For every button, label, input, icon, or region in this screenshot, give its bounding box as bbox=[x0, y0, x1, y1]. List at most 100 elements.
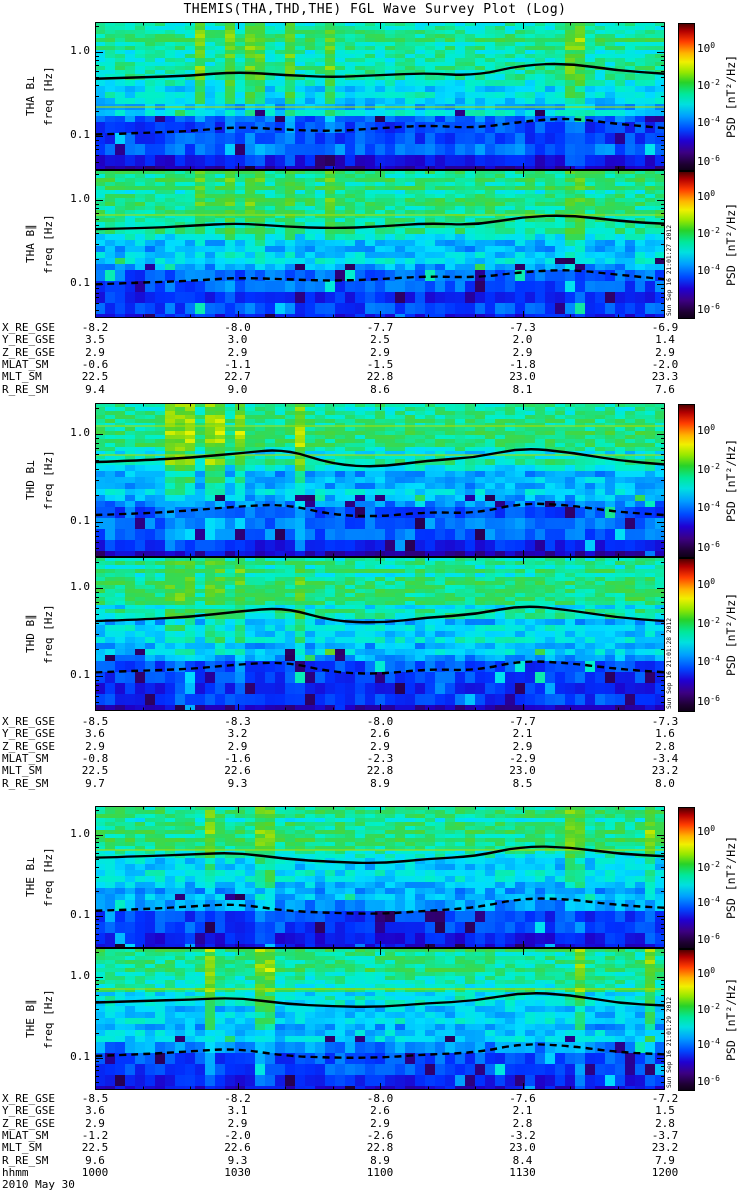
colorbar-tick-label: 10-4 bbox=[697, 263, 720, 278]
colorbar-tick-label: 10-4 bbox=[697, 895, 720, 910]
ephemeris-row-label: MLT_SM bbox=[2, 764, 42, 778]
ephemeris-value: 8.6 bbox=[370, 382, 390, 396]
ephemeris-value: 2.9 bbox=[85, 1116, 105, 1130]
ephemeris-value: 23.0 bbox=[509, 1141, 536, 1155]
time-tick-label: 1030 bbox=[224, 1165, 251, 1179]
colorbar bbox=[678, 807, 695, 949]
creation-timestamp: Sun Sep 16 21:01:28 2012 bbox=[666, 618, 673, 709]
ephemeris-value: 9.6 bbox=[85, 1153, 105, 1167]
ephemeris-value: 22.8 bbox=[366, 370, 394, 384]
ephemeris-value: 2.9 bbox=[227, 1116, 248, 1130]
ephemeris-value: -8.5 bbox=[81, 1092, 109, 1105]
ephemeris-row-label: R_RE_SM bbox=[2, 776, 49, 790]
ephemeris-value: -7.3 bbox=[651, 715, 679, 728]
ephemeris-value: 9.0 bbox=[227, 382, 248, 396]
ephemeris-value: 2.8 bbox=[655, 739, 675, 753]
ephemeris-value: 2.6 bbox=[370, 1104, 390, 1118]
ephemeris-value: 8.1 bbox=[512, 382, 533, 396]
ephemeris-value: 23.0 bbox=[509, 764, 536, 778]
colorbar-tick-label: 10-2 bbox=[697, 615, 720, 630]
freq-tick-label: 0.1 bbox=[70, 128, 90, 142]
ephemeris-value: -8.2 bbox=[224, 1092, 251, 1105]
ephemeris-value: -0.6 bbox=[81, 357, 109, 371]
panel-ylabel: THA B∥ bbox=[24, 224, 37, 264]
panel-ylabel: THE B∥ bbox=[24, 999, 37, 1039]
colorbar-tick-label: 10-4 bbox=[697, 1037, 720, 1052]
ephemeris-row-label: Y_RE_GSE bbox=[2, 1104, 55, 1118]
freq-tick-label: 1.0 bbox=[70, 579, 90, 593]
ephemeris-value: 8.4 bbox=[512, 1153, 533, 1167]
date-label: 2010 May 30 bbox=[2, 1178, 75, 1191]
ephemeris-value: 2.9 bbox=[85, 345, 105, 359]
colorbar-tick-label: 10-2 bbox=[697, 461, 720, 476]
freq-tick-label: 1.0 bbox=[70, 43, 90, 57]
colorbar-tick-label: 10-2 bbox=[697, 859, 720, 874]
colorbar-tick-label: 100 bbox=[697, 577, 716, 592]
ephemeris-value: 3.5 bbox=[85, 333, 105, 347]
ephemeris-value: 2.9 bbox=[85, 739, 105, 753]
ephemeris-row-label: R_RE_SM bbox=[2, 382, 49, 396]
colorbar-tick-label: 100 bbox=[697, 966, 716, 981]
freq-tick-label: 1.0 bbox=[70, 826, 90, 840]
colorbar bbox=[678, 171, 695, 319]
ephemeris-value: 2.9 bbox=[227, 739, 248, 753]
colorbar-tick-label: 100 bbox=[697, 824, 716, 839]
ephemeris-value: 2.9 bbox=[370, 739, 390, 753]
ephemeris-value: 2.9 bbox=[512, 345, 533, 359]
ephemeris-value: -3.7 bbox=[651, 1128, 679, 1142]
ephemeris-value: -8.5 bbox=[81, 715, 109, 728]
freq-tick-label: 0.1 bbox=[70, 668, 90, 682]
colorbar bbox=[678, 404, 695, 558]
ephemeris-value: 1.6 bbox=[655, 727, 675, 741]
colorbar bbox=[678, 949, 695, 1091]
colorbar-tick-label: 10-6 bbox=[697, 540, 720, 555]
time-tick-label: 1130 bbox=[509, 1165, 536, 1179]
spectrogram-panel-thd-bpar bbox=[95, 557, 665, 711]
ephemeris-value: 9.7 bbox=[85, 776, 105, 790]
colorbar-tick-label: 100 bbox=[697, 423, 716, 438]
ephemeris-value: -3.2 bbox=[509, 1128, 536, 1142]
ephemeris-value: 2.8 bbox=[512, 1116, 533, 1130]
ephemeris-value: 2.9 bbox=[370, 345, 390, 359]
ephemeris-value: -2.3 bbox=[366, 751, 394, 765]
spectrogram-panel-tha-bperp bbox=[95, 22, 665, 170]
ephemeris-value: -7.3 bbox=[509, 321, 536, 334]
ephemeris-value: 2.6 bbox=[370, 727, 390, 741]
creation-timestamp: Sun Sep 16 21:01:27 2012 bbox=[666, 225, 673, 316]
ephemeris-value: 2.8 bbox=[655, 1116, 675, 1130]
ephemeris-value: -6.9 bbox=[651, 321, 679, 334]
colorbar-tick-label: 10-4 bbox=[697, 500, 720, 515]
ephemeris-row-label: X_RE_GSE bbox=[2, 715, 55, 728]
ephemeris-value: 8.9 bbox=[370, 776, 390, 790]
ephemeris-row-label: MLAT_SM bbox=[2, 357, 49, 371]
ephemeris-row-label: MLT_SM bbox=[2, 370, 42, 384]
ephemeris-row-label: Z_RE_GSE bbox=[2, 1116, 55, 1130]
ephemeris-value: 22.8 bbox=[366, 1141, 394, 1155]
spectrogram-panel-thd-bperp bbox=[95, 403, 665, 557]
ephemeris-value: 2.9 bbox=[227, 345, 248, 359]
freq-tick-label: 1.0 bbox=[70, 425, 90, 439]
ephemeris-value: 2.9 bbox=[655, 345, 675, 359]
ephemeris-value: 22.7 bbox=[224, 370, 251, 384]
colorbar-axis-label: PSD [nT²/Hz] bbox=[724, 592, 738, 676]
ephemeris-value: -8.3 bbox=[224, 715, 251, 728]
colorbar-tick-label: 100 bbox=[697, 41, 716, 56]
colorbar-axis-label: PSD [nT²/Hz] bbox=[724, 202, 738, 286]
colorbar-axis-label: PSD [nT²/Hz] bbox=[724, 835, 738, 919]
panel-ylabel: THA B⊥ bbox=[24, 76, 37, 116]
colorbar-tick-label: 10-6 bbox=[697, 694, 720, 709]
ephemeris-value: -7.7 bbox=[509, 715, 536, 728]
ephemeris-row-label: MLAT_SM bbox=[2, 1128, 49, 1142]
panel-ylabel: THD B∥ bbox=[24, 614, 37, 654]
freq-tick-label: 0.1 bbox=[70, 907, 90, 921]
ephemeris-value: 9.3 bbox=[227, 776, 248, 790]
ephemeris-value: 1.4 bbox=[655, 333, 675, 347]
ephemeris-row-label: X_RE_GSE bbox=[2, 321, 55, 334]
ephemeris-value: 2.5 bbox=[370, 333, 390, 347]
ephemeris-value: -3.4 bbox=[651, 751, 679, 765]
colorbar-tick-label: 10-4 bbox=[697, 654, 720, 669]
colorbar-axis-label: PSD [nT²/Hz] bbox=[724, 54, 738, 138]
ephemeris-value: -0.8 bbox=[81, 751, 109, 765]
colorbar-axis-label: PSD [nT²/Hz] bbox=[724, 977, 738, 1061]
ephemeris-value: -8.0 bbox=[366, 1092, 394, 1105]
